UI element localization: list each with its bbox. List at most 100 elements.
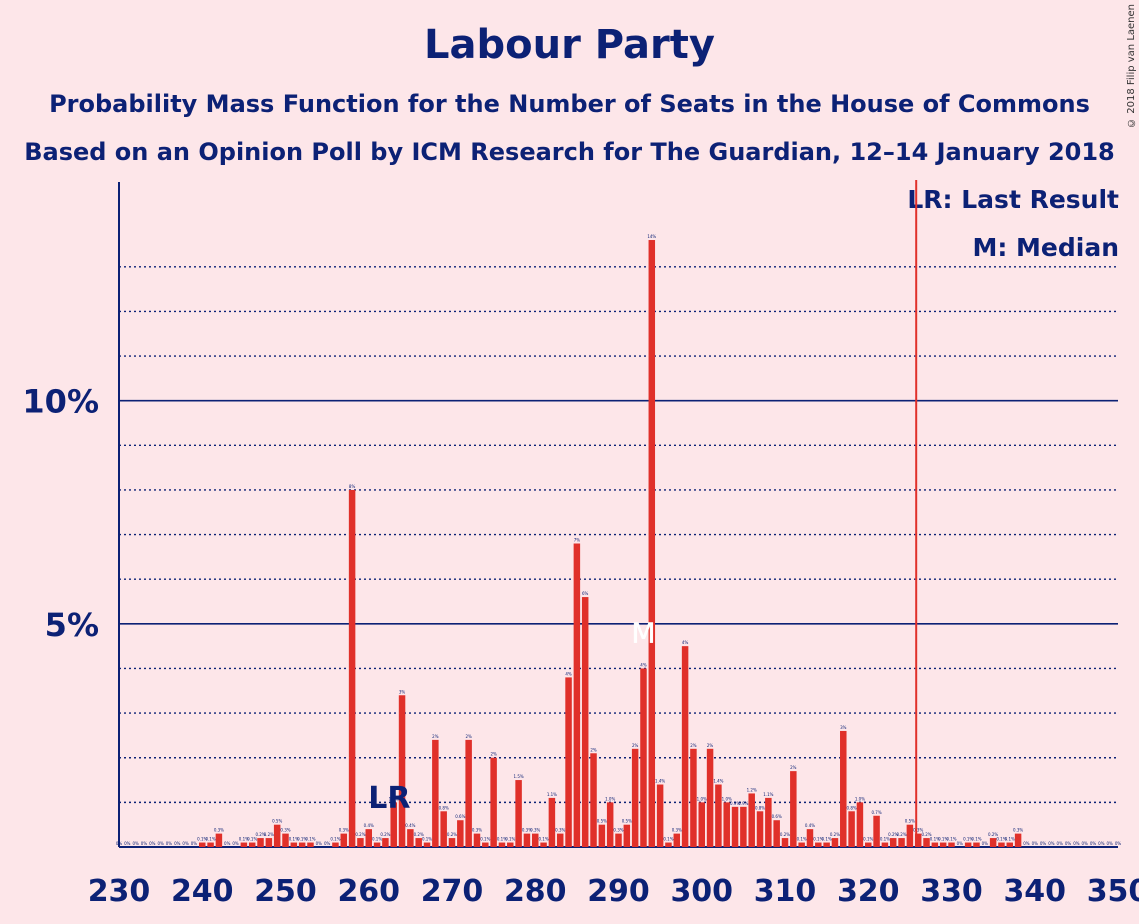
bar [332,842,339,847]
bar-data-label: 0% [116,841,123,846]
bar-data-label: 0.4% [805,823,815,828]
bar-data-label: 1.4% [713,779,723,784]
bar [498,842,506,847]
bar-data-label: 0.2% [380,832,390,837]
legend-last-result: LR: Last Result [907,185,1119,214]
bar-data-label: 0% [166,841,173,846]
bar [906,824,914,847]
bar-data-label: 6% [582,591,589,596]
bar [532,833,539,847]
chart-title: Labour Party [424,22,715,68]
bar-data-label: 2% [490,752,497,757]
bar [790,771,797,847]
bar [357,838,364,847]
bar-data-label: 0% [324,841,331,846]
y-tick-label: 10% [22,383,99,421]
bar-data-label: 0.3% [280,828,290,833]
bar [573,543,581,847]
bar [840,730,847,847]
bar [964,842,972,847]
bar-data-label: 1.0% [389,796,399,801]
bar-data-label: 0.1% [330,837,340,842]
bar [423,842,431,847]
bar-data-label: 0.2% [355,832,365,837]
bar [290,842,298,847]
bar-data-label: 0.2% [447,832,457,837]
bar-data-label: 0.9% [738,801,748,806]
bar-data-label: 0.5% [272,819,282,824]
bar-data-label: 0.1% [946,837,956,842]
bar-data-label: 0% [1048,841,1055,846]
bar [756,811,764,847]
bar [698,802,705,847]
bar [457,820,464,847]
bar [914,833,922,847]
bar [765,797,772,847]
bar-data-label: 0% [191,841,198,846]
bar [673,833,681,847]
bar-data-label: 1.0% [855,796,865,801]
bar [407,829,414,847]
bar-data-label: 0.1% [289,837,299,842]
bar [590,753,597,847]
bar-data-label: 0% [1065,841,1072,846]
bar [898,838,905,847]
bar [548,797,556,847]
bar-data-label: 0.3% [1013,828,1023,833]
bar-data-label: 0% [157,841,164,846]
bar [215,833,223,847]
bar [581,597,589,847]
bar-data-label: 0.5% [905,819,915,824]
bar [565,677,572,847]
bar-data-label: 0.1% [205,837,215,842]
bar-data-label: 0.3% [613,828,623,833]
bar-data-label: 0.3% [672,828,682,833]
bar-data-label: 0.3% [214,828,224,833]
bar-data-label: 0% [957,841,964,846]
bar [365,829,372,847]
last-result-marker: LR [368,781,410,816]
x-tick-label: 230 [88,874,151,909]
bar-data-label: 0.4% [405,823,415,828]
x-tick-label: 280 [504,874,567,909]
x-tick-label: 300 [670,874,733,909]
bar [806,829,814,847]
x-tick-label: 340 [1003,874,1066,909]
bar-data-label: 0% [182,841,189,846]
bar-data-label: 1.2% [747,787,757,792]
x-tick-label: 240 [171,874,234,909]
bar [881,842,889,847]
x-tick-label: 320 [837,874,900,909]
bar-data-label: 0% [232,841,239,846]
bar-data-label: 3% [399,689,406,694]
bar-data-label: 0% [1098,841,1105,846]
bar [815,842,822,847]
bar-data-label: 0.1% [372,837,382,842]
bar [648,240,656,847]
bar-data-label: 0% [1023,841,1030,846]
bar [348,489,356,847]
bar-data-label: 0.2% [255,832,265,837]
bar-data-label: 0.1% [996,837,1006,842]
bar-data-label: 0% [1106,841,1113,846]
bar-data-label: 0.1% [505,837,515,842]
bar-data-label: 4% [565,671,572,676]
bar-data-label: 0.1% [1005,837,1015,842]
bar [931,842,939,847]
bar-data-label: 0.1% [663,837,673,842]
bar-data-label: 0.1% [813,837,823,842]
bar [798,842,805,847]
bar-data-label: 0.5% [597,819,607,824]
bar-data-label: 0.1% [305,837,315,842]
bar-data-label: 0.6% [455,814,465,819]
bar [665,842,672,847]
bar [240,842,248,847]
bar-data-label: 0.2% [921,832,931,837]
bar-data-label: 0.2% [888,832,898,837]
bar [939,842,947,847]
bar-data-label: 0% [1032,841,1039,846]
bar [998,842,1005,847]
bar-data-label: 3% [840,725,847,730]
bar [273,824,281,847]
bar-data-label: 0% [1040,841,1047,846]
